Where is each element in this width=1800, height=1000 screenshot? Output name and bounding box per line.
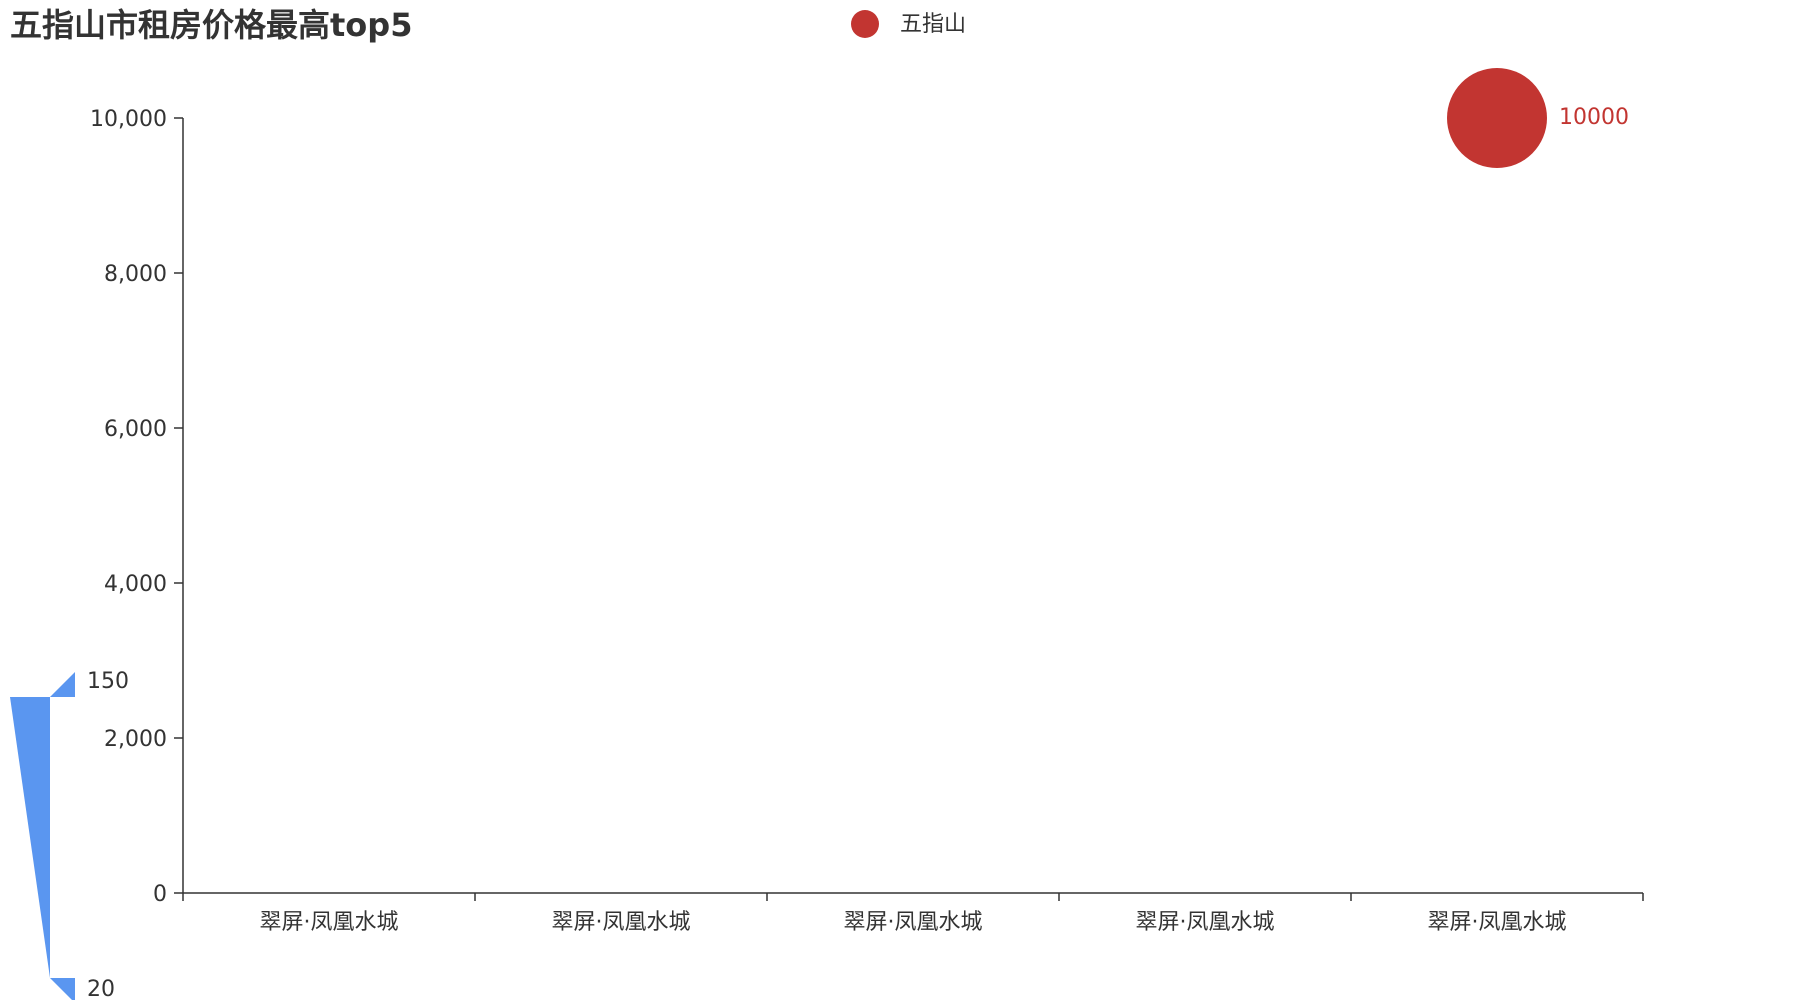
- y-tick-label: 0: [153, 882, 167, 907]
- x-tick-label: 翠屏·凤凰水城: [260, 910, 399, 935]
- visual-map-handle-bottom[interactable]: [50, 978, 75, 1000]
- visual-map-max-label: 150: [87, 669, 129, 694]
- x-tick-label: 翠屏·凤凰水城: [1136, 910, 1275, 935]
- y-tick-label: 10,000: [90, 107, 167, 132]
- visual-map-bar: [10, 697, 50, 978]
- y-tick-label: 8,000: [104, 262, 167, 287]
- x-tick-label: 翠屏·凤凰水城: [552, 910, 691, 935]
- legend-marker-icon: [851, 10, 879, 38]
- visual-map[interactable]: 150 20: [10, 669, 129, 1000]
- visual-map-handle-top[interactable]: [50, 672, 75, 697]
- data-label: 10000: [1559, 105, 1629, 130]
- y-axis: 0 2,000 4,000 6,000 8,000 10,000: [90, 107, 184, 907]
- chart-title: 五指山市租房价格最高top5: [10, 6, 412, 44]
- y-tick-label: 4,000: [104, 572, 167, 597]
- scatter-point[interactable]: [1447, 68, 1547, 168]
- legend-label: 五指山: [900, 12, 966, 37]
- y-axis-ticks: 0 2,000 4,000 6,000 8,000 10,000: [90, 107, 183, 907]
- x-axis: 翠屏·凤凰水城 翠屏·凤凰水城 翠屏·凤凰水城 翠屏·凤凰水城 翠屏·凤凰水城: [182, 892, 1644, 935]
- series-layer: 10000: [1447, 68, 1629, 168]
- x-axis-ticks: 翠屏·凤凰水城 翠屏·凤凰水城 翠屏·凤凰水城 翠屏·凤凰水城 翠屏·凤凰水城: [182, 893, 1644, 935]
- x-tick-label: 翠屏·凤凰水城: [1428, 910, 1567, 935]
- y-tick-label: 6,000: [104, 417, 167, 442]
- legend[interactable]: 五指山: [851, 10, 966, 38]
- x-tick-label: 翠屏·凤凰水城: [844, 910, 983, 935]
- visual-map-min-label: 20: [87, 977, 115, 1000]
- y-tick-label: 2,000: [104, 727, 167, 752]
